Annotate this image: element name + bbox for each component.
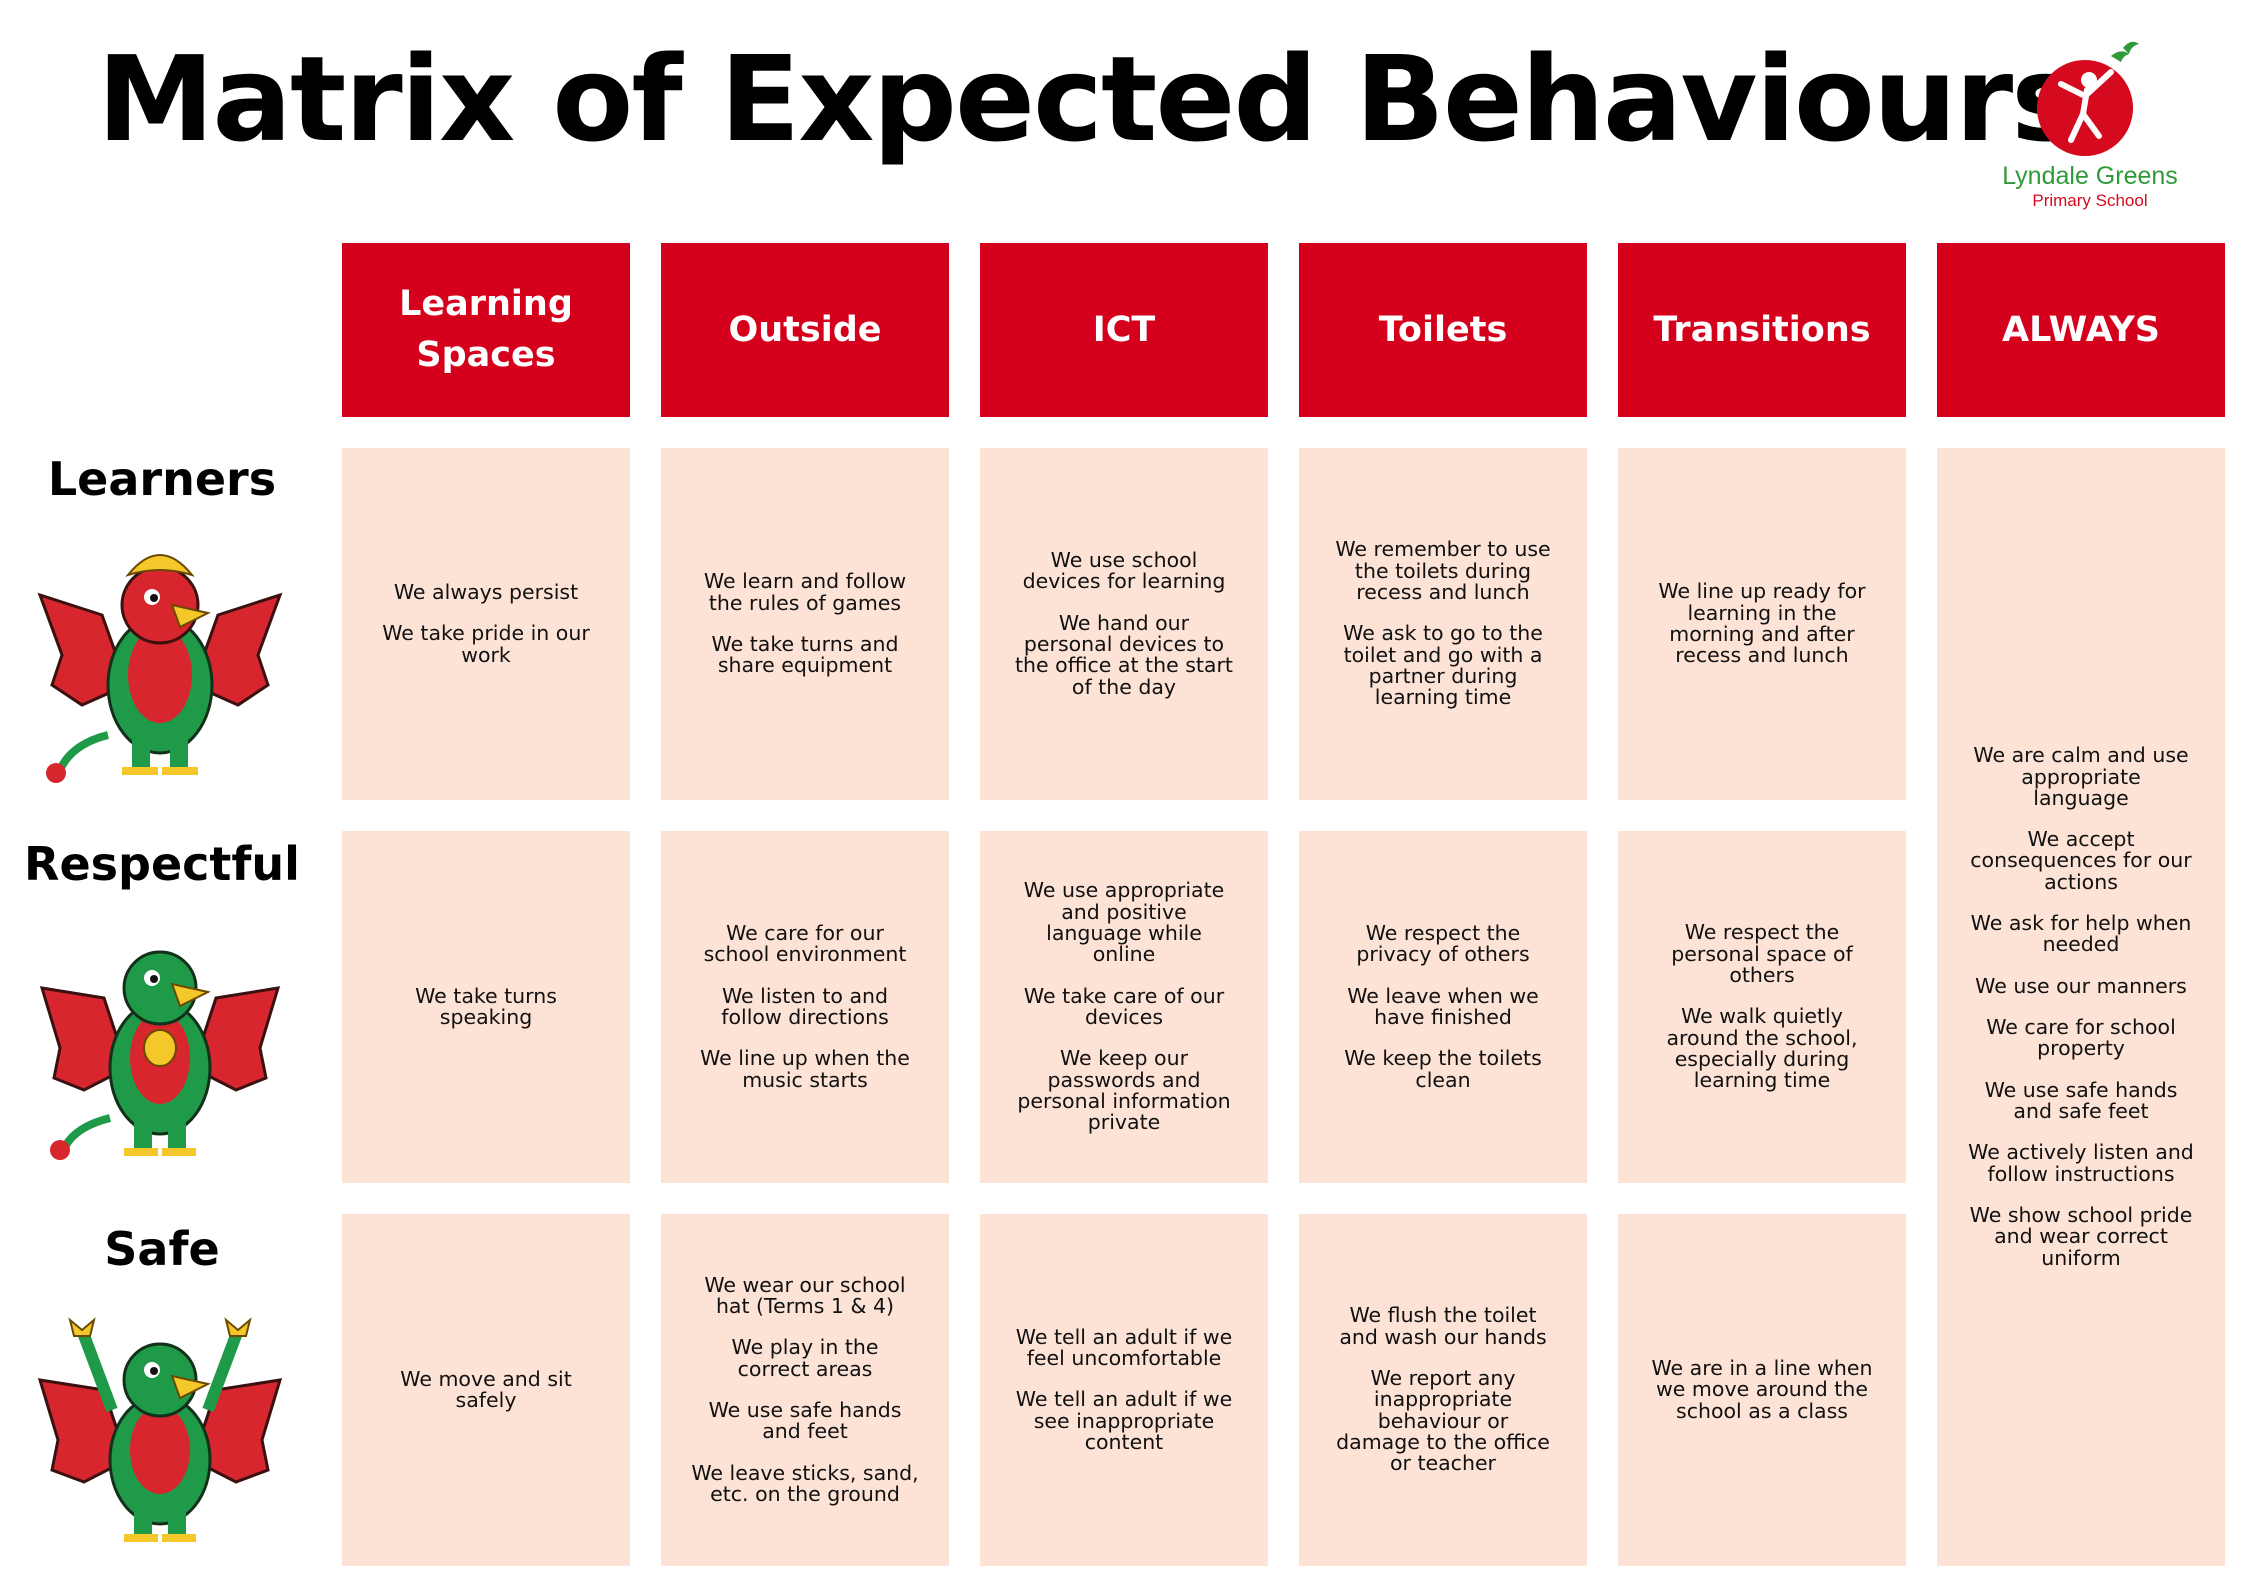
school-name: Lyndale Greens bbox=[2002, 162, 2178, 190]
cell-learners-learning-spaces: We always persist We take pride in our w… bbox=[342, 448, 630, 800]
column-header-learning-spaces: Learning Spaces bbox=[342, 243, 630, 417]
statement: We take pride in our work bbox=[382, 621, 590, 667]
statement: We keep our passwords and personal infor… bbox=[1017, 1046, 1231, 1135]
statement: We respect the privacy of others bbox=[1356, 921, 1530, 967]
cell-respectful-outside: We care for our school environment We li… bbox=[661, 831, 949, 1183]
statement: We show school pride and wear correct un… bbox=[1969, 1202, 2193, 1270]
statement: We hand our personal devices to the offi… bbox=[1015, 610, 1233, 699]
page-title: Matrix of Expected Behaviours bbox=[97, 30, 2081, 168]
statement: We use school devices for learning bbox=[1022, 548, 1226, 594]
statement: We ask to go to the toilet and go with a… bbox=[1343, 621, 1543, 710]
statement: We are in a line when we move around the… bbox=[1651, 1356, 1873, 1423]
statement: We leave sticks, sand, etc. on the groun… bbox=[691, 1460, 919, 1506]
statement: We ask for help when needed bbox=[1970, 911, 2192, 957]
cell-safe-transitions: We are in a line when we move around the… bbox=[1618, 1214, 1906, 1566]
griffin-mascot-hands-clasped-icon bbox=[39, 950, 281, 1160]
statement: We use safe hands and feet bbox=[708, 1398, 902, 1444]
statement: We line up ready for learning in the mor… bbox=[1658, 579, 1866, 668]
griffin-mascot-hands-on-head-icon bbox=[37, 554, 283, 783]
statement: We wear our school hat (Terms 1 & 4) bbox=[704, 1272, 906, 1319]
statement: We take turns and share equipment bbox=[711, 632, 899, 678]
statement: We actively listen and follow instructio… bbox=[1968, 1140, 2194, 1186]
statement: We flush the toilet and wash our hands bbox=[1339, 1303, 1547, 1349]
griffin-mascot-arms-raised-icon bbox=[37, 1317, 283, 1542]
statement: We leave when we have finished bbox=[1347, 983, 1539, 1029]
statement: We use safe hands and safe feet bbox=[1984, 1077, 2178, 1123]
statement: We accept consequences for our actions bbox=[1970, 827, 2192, 894]
statement: We respect the personal space of others bbox=[1671, 920, 1853, 988]
cell-safe-learning-spaces: We move and sit safely bbox=[342, 1214, 630, 1566]
cell-learners-transitions: We line up ready for learning in the mor… bbox=[1618, 448, 1906, 800]
cell-safe-toilets: We flush the toilet and wash our hands W… bbox=[1299, 1214, 1587, 1566]
statement: We walk quietly around the school, espec… bbox=[1666, 1004, 1858, 1093]
cell-respectful-transitions: We respect the personal space of others … bbox=[1618, 831, 1906, 1183]
statement: We use our manners bbox=[1975, 973, 2187, 998]
statement: We report any inappropriate behaviour or… bbox=[1336, 1366, 1550, 1476]
statement: We care for school property bbox=[1986, 1015, 2176, 1061]
school-logo: Lyndale Greens Primary School bbox=[1990, 40, 2190, 220]
cell-respectful-ict: We use appropriate and positive language… bbox=[980, 831, 1268, 1183]
running-figure-logo-icon bbox=[2037, 41, 2139, 156]
statement: We take turns speaking bbox=[415, 983, 557, 1029]
column-header-always: ALWAYS bbox=[1937, 243, 2225, 417]
statement: We learn and follow the rules of games bbox=[703, 569, 907, 615]
cell-learners-toilets: We remember to use the toilets during re… bbox=[1299, 448, 1587, 800]
statement: We remember to use the toilets during re… bbox=[1335, 537, 1551, 605]
statement: We play in the correct areas bbox=[731, 1335, 879, 1381]
statement: We are calm and use appropriate language bbox=[1973, 743, 2189, 810]
row-label-safe: Safe bbox=[104, 1222, 220, 1276]
statement: We take care of our devices bbox=[1023, 983, 1225, 1029]
cell-safe-outside: We wear our school hat (Terms 1 & 4) We … bbox=[661, 1214, 949, 1566]
column-header-toilets: Toilets bbox=[1299, 243, 1587, 417]
school-subtitle: Primary School bbox=[2032, 191, 2148, 210]
row-label-learners: Learners bbox=[47, 452, 277, 506]
statement: We tell an adult if we feel uncomfortabl… bbox=[1015, 1324, 1233, 1371]
cell-always: We are calm and use appropriate language… bbox=[1937, 448, 2225, 1566]
statement: We keep the toilets clean bbox=[1344, 1046, 1542, 1092]
cell-respectful-learning-spaces: We take turns speaking bbox=[342, 831, 630, 1183]
statement: We tell an adult if we see inappropriate… bbox=[1015, 1387, 1233, 1454]
cell-learners-outside: We learn and follow the rules of games W… bbox=[661, 448, 949, 800]
statement: We care for our school environment bbox=[703, 921, 907, 967]
column-header-ict: ICT bbox=[980, 243, 1268, 417]
column-header-transitions: Transitions bbox=[1618, 243, 1906, 417]
statement: We line up when the music starts bbox=[700, 1046, 910, 1092]
column-header-outside: Outside bbox=[661, 243, 949, 417]
cell-respectful-toilets: We respect the privacy of others We leav… bbox=[1299, 831, 1587, 1183]
statement: We listen to and follow directions bbox=[721, 983, 889, 1029]
statement: We move and sit safely bbox=[400, 1366, 572, 1412]
statement: We use appropriate and positive language… bbox=[1023, 878, 1225, 967]
statement: We always persist bbox=[393, 580, 579, 605]
cell-safe-ict: We tell an adult if we feel uncomfortabl… bbox=[980, 1214, 1268, 1566]
row-label-respectful: Respectful bbox=[24, 837, 300, 891]
cell-learners-ict: We use school devices for learning We ha… bbox=[980, 448, 1268, 800]
